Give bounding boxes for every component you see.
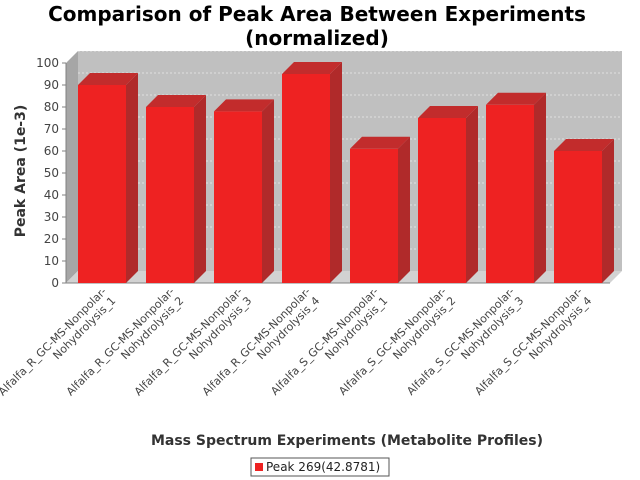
bar [486,92,546,283]
y-tick-label: 20 [44,232,59,246]
x-tick-label-line: Alfalfa_R_GC-MS-Nonpolar- [0,285,109,398]
bar [418,106,478,283]
x-tick-label-line: Alfalfa_S_GC-MS-Nonpolar- [268,285,381,398]
bar-front [146,107,194,283]
x-axis-label: Mass Spectrum Experiments (Metabolite Pr… [151,433,543,449]
y-tick-label: 90 [44,78,59,92]
bar [350,136,410,283]
x-tick-label-line: Alfalfa_S_GC-MS-Nonpolar- [472,285,585,398]
bar-side [398,136,410,283]
x-tick-label: Alfalfa_R_GC-MS-Nonpolar-Nohydrolysis_1 [0,285,118,398]
x-tick-label-line: Alfalfa_S_GC-MS-Nonpolar- [336,285,449,398]
y-tick-label: 0 [51,276,59,290]
bar [214,99,274,284]
bar-side [126,73,138,283]
x-tick-label-line: Alfalfa_S_GC-MS-Nonpolar- [404,285,517,398]
bar-side [466,106,478,283]
x-tick-label-line: Alfalfa_R_GC-MS-Nonpolar- [200,285,313,398]
chart-title-line: Comparison of Peak Area Between Experime… [48,2,586,26]
bar-top [350,136,410,149]
legend-box [250,457,390,477]
bar [146,95,206,283]
bar [554,139,614,283]
y-tick-label: 30 [44,210,59,224]
bar-top [486,92,546,105]
bar-top [554,139,614,151]
bar-front [418,118,466,283]
y-tick-label: 100 [36,56,59,70]
bar-front [214,111,262,284]
bar-front [350,148,398,283]
x-axis: Alfalfa_R_GC-MS-Nonpolar-Nohydrolysis_1A… [0,285,594,398]
bar-side [330,62,342,283]
chart-title-line: (normalized) [245,26,389,50]
bar-side [194,95,206,283]
bar-front [486,104,534,283]
bar-side [602,139,614,283]
plot-floor [66,271,622,283]
bar [282,62,342,283]
bar-top [418,106,478,118]
bar-top [146,95,206,107]
y-tick-label: 70 [44,122,59,136]
bar-front [78,85,126,283]
plot-left-wall [66,51,78,283]
bar-side [534,92,546,283]
legend: Peak 269(42.8781) [250,457,390,477]
x-tick-label-line: Alfalfa_R_GC-MS-Nonpolar- [64,285,177,398]
bar [78,73,138,283]
y-tick-label: 50 [44,166,59,180]
y-tick-label: 60 [44,144,59,158]
bar-top [282,62,342,74]
y-axis-label: Peak Area (1e-3) [13,105,29,238]
chart-title: Comparison of Peak Area Between Experime… [48,2,586,50]
bar-front [282,74,330,283]
y-tick-label: 40 [44,188,59,202]
legend-label: Peak 269(42.8781) [266,460,380,474]
legend-swatch [255,463,263,471]
y-axis: 0 10 20 30 40 50 60 70 80 90 100 [36,56,66,290]
bar-top [78,73,138,85]
bar-front [554,151,602,283]
y-tick-label: 10 [44,254,59,268]
x-tick-label-line: Alfalfa_R_GC-MS-Nonpolar- [132,285,245,398]
bar-top [214,99,274,112]
y-tick-label: 80 [44,100,59,114]
bars [78,62,614,284]
bar-side [262,99,274,284]
